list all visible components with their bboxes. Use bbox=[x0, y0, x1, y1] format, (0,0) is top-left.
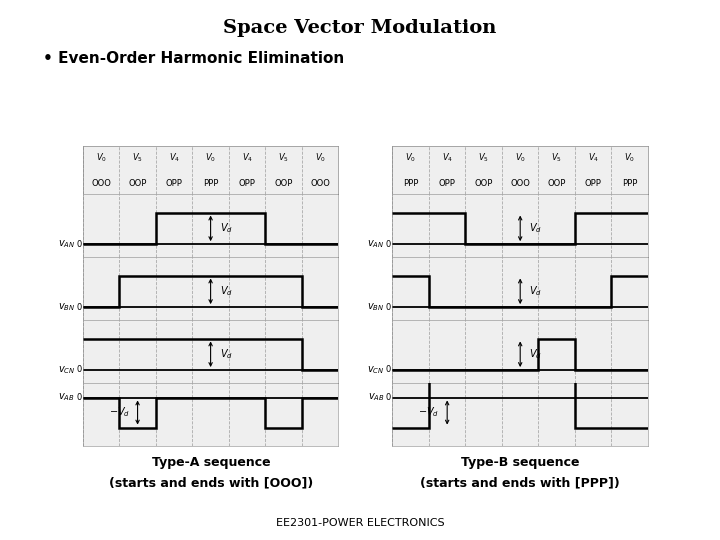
Text: PPP: PPP bbox=[203, 179, 218, 188]
Text: $v_{AB}$: $v_{AB}$ bbox=[368, 392, 384, 403]
Text: $V_d$: $V_d$ bbox=[529, 285, 542, 298]
Text: 0: 0 bbox=[386, 393, 391, 402]
Text: PPP: PPP bbox=[403, 179, 418, 188]
Text: $V_d$: $V_d$ bbox=[220, 221, 233, 235]
Text: $v_{CN}$: $v_{CN}$ bbox=[58, 364, 75, 376]
Text: $v_{CN}$: $v_{CN}$ bbox=[367, 364, 384, 376]
Text: 0: 0 bbox=[76, 393, 81, 402]
Text: OOP: OOP bbox=[128, 179, 147, 188]
Text: Type-A sequence: Type-A sequence bbox=[152, 456, 270, 469]
Text: $\it{V}_{0}$: $\it{V}_{0}$ bbox=[205, 152, 216, 164]
Text: OOP: OOP bbox=[547, 179, 566, 188]
Text: $-V_d$: $-V_d$ bbox=[418, 406, 439, 420]
Text: Space Vector Modulation: Space Vector Modulation bbox=[223, 19, 497, 37]
Text: 0: 0 bbox=[386, 302, 391, 312]
Text: $v_{BN}$: $v_{BN}$ bbox=[58, 301, 75, 313]
Text: OPP: OPP bbox=[238, 179, 256, 188]
Text: $\it{V}_{0}$: $\it{V}_{0}$ bbox=[405, 152, 416, 164]
Text: $v_{AN}$: $v_{AN}$ bbox=[58, 238, 75, 250]
Text: $\it{V}_{4}$: $\it{V}_{4}$ bbox=[441, 152, 453, 164]
Text: OOP: OOP bbox=[474, 179, 493, 188]
Text: PPP: PPP bbox=[622, 179, 637, 188]
Text: $V_d$: $V_d$ bbox=[220, 347, 233, 361]
Text: $v_{AN}$: $v_{AN}$ bbox=[367, 238, 384, 250]
Text: $\it{V}_{5}$: $\it{V}_{5}$ bbox=[278, 152, 289, 164]
Text: $\it{V}_{0}$: $\it{V}_{0}$ bbox=[624, 152, 635, 164]
Text: $\it{V}_{4}$: $\it{V}_{4}$ bbox=[241, 152, 253, 164]
Text: $\it{V}_{0}$: $\it{V}_{0}$ bbox=[515, 152, 526, 164]
Text: $v_{BN}$: $v_{BN}$ bbox=[367, 301, 384, 313]
Text: $v_{AB}$: $v_{AB}$ bbox=[58, 392, 75, 403]
Text: 0: 0 bbox=[76, 366, 81, 374]
Text: 0: 0 bbox=[76, 240, 81, 248]
Text: OOO: OOO bbox=[310, 179, 330, 188]
Text: OOP: OOP bbox=[274, 179, 293, 188]
Text: (starts and ends with [PPP]): (starts and ends with [PPP]) bbox=[420, 477, 620, 490]
Text: $\it{V}_{4}$: $\it{V}_{4}$ bbox=[588, 152, 599, 164]
Text: $\it{V}_{5}$: $\it{V}_{5}$ bbox=[478, 152, 489, 164]
Text: $\it{V}_{0}$: $\it{V}_{0}$ bbox=[315, 152, 325, 164]
Text: OPP: OPP bbox=[166, 179, 183, 188]
Text: $V_d$: $V_d$ bbox=[220, 285, 233, 298]
Text: • Even-Order Harmonic Elimination: • Even-Order Harmonic Elimination bbox=[43, 51, 344, 66]
Text: (starts and ends with [OOO]): (starts and ends with [OOO]) bbox=[109, 477, 313, 490]
Text: Type-B sequence: Type-B sequence bbox=[461, 456, 579, 469]
Text: OOO: OOO bbox=[510, 179, 530, 188]
Text: $\it{V}_{4}$: $\it{V}_{4}$ bbox=[168, 152, 180, 164]
Text: OPP: OPP bbox=[585, 179, 602, 188]
Text: OPP: OPP bbox=[438, 179, 456, 188]
Text: $\it{V}_{5}$: $\it{V}_{5}$ bbox=[132, 152, 143, 164]
Text: 0: 0 bbox=[386, 366, 391, 374]
Text: 0: 0 bbox=[76, 302, 81, 312]
Text: OOO: OOO bbox=[91, 179, 111, 188]
Text: 0: 0 bbox=[386, 240, 391, 248]
Text: EE2301-POWER ELECTRONICS: EE2301-POWER ELECTRONICS bbox=[276, 518, 444, 528]
Text: $\it{V}_{5}$: $\it{V}_{5}$ bbox=[552, 152, 562, 164]
Text: $V_d$: $V_d$ bbox=[529, 347, 542, 361]
Text: $V_d$: $V_d$ bbox=[529, 221, 542, 235]
Text: $\it{V}_{0}$: $\it{V}_{0}$ bbox=[96, 152, 107, 164]
Text: $-V_d$: $-V_d$ bbox=[109, 406, 130, 420]
